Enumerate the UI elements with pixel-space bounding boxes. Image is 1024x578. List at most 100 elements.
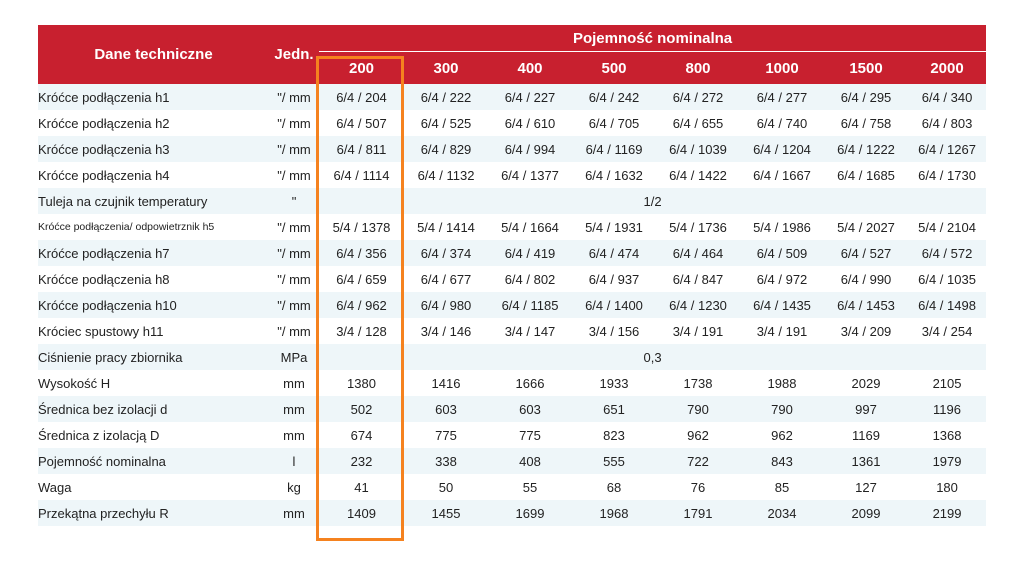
cell-capacity-500: 5/4 / 1931 bbox=[585, 219, 643, 235]
cell-capacity-800: 1738 bbox=[683, 375, 713, 391]
cell-capacity-2000: 6/4 / 1730 bbox=[918, 167, 976, 183]
table-row: Waga kg 41 50 55 68 76 85 127 180 bbox=[38, 474, 987, 500]
cell-capacity-2000: 1979 bbox=[932, 453, 962, 469]
cell-capacity-800: 790 bbox=[687, 401, 709, 417]
row-label: Króćce podłączenia h8 bbox=[38, 271, 170, 287]
cell-capacity-200: 502 bbox=[350, 401, 373, 417]
row-unit: mm bbox=[283, 375, 305, 391]
cell-capacity-1000: 6/4 / 972 bbox=[756, 271, 808, 287]
table-row: Króćce podłączenia h1 "/ mm 6/4 / 204 6/4 /… bbox=[38, 84, 987, 110]
cell-capacity-2000: 6/4 / 572 bbox=[921, 245, 973, 261]
cell-capacity-500: 6/4 / 1400 bbox=[585, 297, 643, 313]
row-label: Wysokość H bbox=[38, 375, 111, 391]
cell-capacity-400: 3/4 / 147 bbox=[504, 323, 556, 339]
cell-capacity-800: 6/4 / 1039 bbox=[669, 141, 727, 157]
cell-capacity-400: 6/4 / 994 bbox=[504, 141, 556, 157]
row-unit: "/ mm bbox=[277, 297, 311, 313]
cell-capacity-1500: 6/4 / 527 bbox=[840, 245, 892, 261]
cell-capacity-2000: 1196 bbox=[933, 401, 962, 417]
cell-capacity-500: 68 bbox=[606, 479, 622, 495]
cell-capacity-300: 1455 bbox=[431, 505, 461, 521]
technical-data-table: Dane techniczne Jedn. Pojemność nominaln… bbox=[38, 25, 987, 526]
cell-capacity-1000: 6/4 / 509 bbox=[756, 245, 808, 261]
cell-capacity-200: 6/4 / 204 bbox=[336, 89, 387, 105]
cell-capacity-200: 6/4 / 507 bbox=[336, 115, 387, 131]
row-label: Średnica bez izolacji d bbox=[38, 401, 168, 417]
row-label: Króćce podłączenia h10 bbox=[38, 297, 177, 313]
cell-capacity-200: 6/4 / 659 bbox=[336, 271, 387, 287]
row-label: Przekątna przechyłu R bbox=[38, 505, 169, 521]
cell-capacity-800: 6/4 / 1422 bbox=[669, 167, 727, 183]
cell-capacity-1500: 1361 bbox=[851, 453, 881, 469]
cell-capacity-300: 5/4 / 1414 bbox=[417, 219, 475, 235]
cell-capacity-2000: 6/4 / 1267 bbox=[918, 141, 976, 157]
cell-capacity-500: 6/4 / 705 bbox=[588, 115, 640, 131]
cell-capacity-2000: 180 bbox=[936, 479, 958, 495]
row-label: Króćce podłączenia h4 bbox=[38, 167, 170, 183]
cell-capacity-300: 6/4 / 525 bbox=[420, 115, 472, 131]
header-pojemnosc-nominalna: Pojemność nominalna bbox=[319, 25, 987, 52]
cell-capacity-200: 232 bbox=[350, 453, 373, 469]
cell-capacity-500: 651 bbox=[603, 401, 625, 417]
cell-capacity-2000: 5/4 / 2104 bbox=[918, 219, 976, 235]
table-row: Przekątna przechyłu R mm 1409 1455 1699 1968 1… bbox=[38, 500, 987, 526]
cell-capacity-1000: 6/4 / 1435 bbox=[753, 297, 811, 313]
cell-capacity-2000: 6/4 / 1498 bbox=[918, 297, 976, 313]
row-label: Króćce podłączenia h3 bbox=[38, 141, 170, 157]
row-unit: mm bbox=[283, 427, 305, 443]
cell-capacity-1000: 3/4 / 191 bbox=[756, 323, 808, 339]
row-unit: "/ mm bbox=[277, 115, 311, 131]
row-unit: "/ mm bbox=[277, 271, 311, 287]
header-capacity-800: 800 bbox=[656, 51, 740, 84]
cell-capacity-400: 55 bbox=[522, 479, 538, 495]
table-row: Tuleja na czujnik temperatury " 1/2 bbox=[38, 188, 987, 214]
row-label: Tuleja na czujnik temperatury bbox=[38, 193, 208, 209]
row-unit: "/ mm bbox=[277, 219, 311, 235]
row-label: Waga bbox=[38, 479, 72, 495]
row-label: Króćce podłączenia h7 bbox=[38, 245, 170, 261]
header-capacity-1000: 1000 bbox=[740, 51, 824, 84]
cell-capacity-1500: 997 bbox=[855, 401, 877, 417]
cell-capacity-500: 823 bbox=[603, 427, 625, 443]
row-unit: MPa bbox=[280, 349, 308, 365]
header-capacity-2000: 2000 bbox=[908, 51, 987, 84]
cell-capacity-800: 6/4 / 1230 bbox=[669, 297, 727, 313]
table-row: Króćce podłączenia/ odpowietrznik h5 "/ m… bbox=[38, 214, 987, 240]
cell-capacity-300: 338 bbox=[435, 453, 457, 469]
cell-capacity-200: 41 bbox=[354, 479, 369, 495]
cell-capacity-1500: 2099 bbox=[851, 505, 881, 521]
cell-capacity-2000: 6/4 / 1035 bbox=[918, 271, 976, 287]
row-label: Króćce podłączenia/ odpowietrznik h5 bbox=[38, 221, 215, 233]
cell-capacity-300: 6/4 / 222 bbox=[420, 89, 472, 105]
cell-capacity-1000: 6/4 / 740 bbox=[756, 115, 808, 131]
cell-capacity-800: 6/4 / 272 bbox=[672, 89, 724, 105]
header-capacity-500: 500 bbox=[572, 51, 656, 84]
row-label: Króćce podłączenia h2 bbox=[38, 115, 170, 131]
table-row: Króćce podłączenia h10 "/ mm 6/4 / 962 6/4 … bbox=[38, 292, 987, 318]
cell-capacity-800: 722 bbox=[687, 453, 709, 469]
row-unit: "/ mm bbox=[277, 167, 311, 183]
cell-capacity-200: 3/4 / 128 bbox=[336, 323, 387, 339]
row-unit: "/ mm bbox=[277, 89, 311, 105]
table-row: Średnica z izolacją D mm 674 775 775 823 962 96… bbox=[38, 422, 987, 448]
cell-capacity-400: 6/4 / 610 bbox=[504, 115, 556, 131]
header-capacity-300: 300 bbox=[404, 51, 488, 84]
cell-capacity-2000: 6/4 / 803 bbox=[921, 115, 973, 131]
cell-capacity-200: 674 bbox=[350, 427, 373, 443]
cell-capacity-200: 6/4 / 811 bbox=[336, 141, 387, 157]
cell-capacity-800: 5/4 / 1736 bbox=[669, 219, 727, 235]
cell-capacity-200: 1409 bbox=[347, 505, 376, 521]
cell-capacity-400: 6/4 / 1377 bbox=[501, 167, 559, 183]
cell-capacity-1000: 5/4 / 1986 bbox=[753, 219, 811, 235]
cell-capacity-2000: 6/4 / 340 bbox=[921, 89, 973, 105]
cell-capacity-2000: 3/4 / 254 bbox=[921, 323, 973, 339]
cell-capacity-200: 5/4 / 1378 bbox=[332, 219, 391, 235]
row-label: Ciśnienie pracy zbiornika bbox=[38, 349, 183, 365]
row-unit: mm bbox=[283, 505, 305, 521]
cell-capacity-200: 6/4 / 1114 bbox=[333, 167, 390, 183]
cell-capacity-400: 6/4 / 802 bbox=[504, 271, 556, 287]
row-unit: "/ mm bbox=[277, 141, 311, 157]
cell-capacity-1000: 6/4 / 1204 bbox=[753, 141, 811, 157]
cell-capacity-400: 6/4 / 419 bbox=[504, 245, 556, 261]
row-label: Średnica z izolacją D bbox=[38, 427, 160, 443]
